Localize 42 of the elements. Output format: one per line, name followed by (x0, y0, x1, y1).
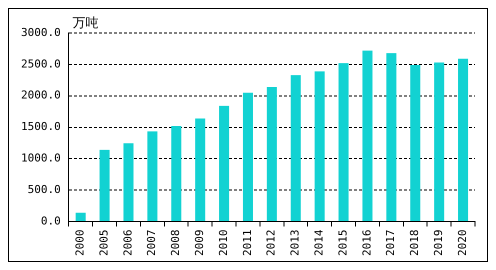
x-tick-label: 2015 (336, 230, 350, 256)
x-tick-label: 2011 (240, 230, 254, 256)
x-tick-label: 2019 (432, 230, 446, 256)
bar (171, 126, 182, 222)
x-tick-label: 2018 (408, 230, 422, 256)
bar (195, 118, 206, 222)
x-tick-label: 2005 (97, 230, 110, 256)
x-tick-label: 2016 (360, 230, 374, 256)
bar (147, 131, 158, 222)
bar (219, 106, 230, 222)
bar (410, 65, 420, 222)
bar (338, 63, 349, 222)
x-tick-label: 2017 (384, 230, 398, 256)
y-tick-label: 3000.0 (20, 26, 61, 39)
bar (314, 71, 325, 222)
x-tick-label: 2000 (74, 230, 87, 256)
bar (458, 58, 468, 222)
y-tick-label: 500.0 (28, 182, 61, 196)
bar (242, 92, 253, 222)
bar (386, 53, 396, 222)
bar (434, 62, 444, 222)
y-tick-label: 2500.0 (20, 57, 61, 70)
y-tick-label: 1500.0 (20, 120, 61, 134)
bar (362, 50, 372, 222)
x-tick-label: 2020 (456, 230, 469, 256)
x-tick-label: 2009 (193, 230, 206, 256)
y-tick-label: 2000.0 (20, 88, 61, 102)
bar (76, 212, 86, 222)
x-tick-label: 2006 (121, 230, 134, 256)
x-tick-label: 2007 (145, 230, 158, 256)
y-tick-label: 1000.0 (20, 152, 61, 165)
y-tick-label: 0.0 (40, 214, 61, 228)
bar (266, 87, 277, 222)
bar (290, 75, 301, 222)
x-tick-label: 2010 (216, 230, 230, 256)
x-tick-label: 2012 (264, 230, 278, 256)
y-axis-title: 万吨 (72, 16, 99, 31)
x-tick-label: 2014 (312, 229, 326, 256)
x-tick-label: 2008 (169, 230, 182, 256)
x-tick-label: 2013 (288, 230, 302, 256)
bar (123, 143, 134, 222)
bar (100, 150, 110, 222)
